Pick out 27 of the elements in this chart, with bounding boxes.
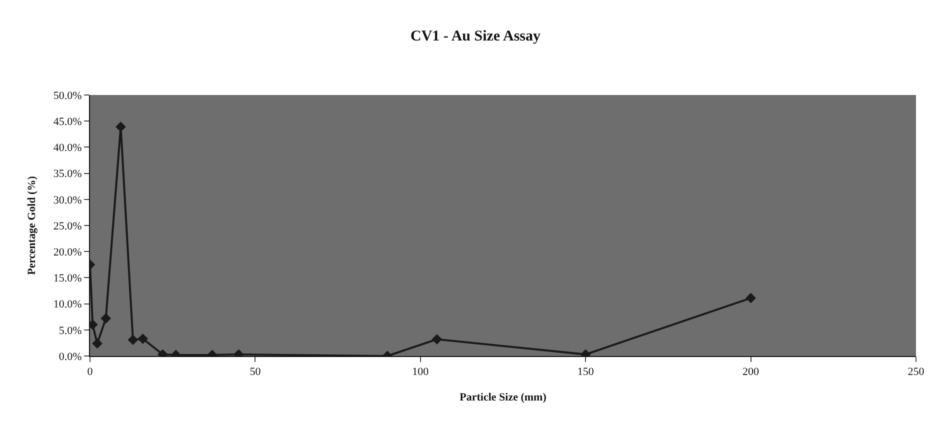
x-tick-label: 0 bbox=[87, 366, 94, 378]
y-tick-label: 30.0% bbox=[53, 194, 82, 206]
chart-title: CV1 - Au Size Assay bbox=[410, 28, 542, 44]
point bbox=[432, 334, 442, 344]
x-axis-title: Particle Size (mm) bbox=[460, 391, 547, 404]
y-axis-title: Percentage Gold (%) bbox=[26, 176, 38, 275]
x-tick-label: 200 bbox=[742, 366, 760, 378]
y-tick-label: 35.0% bbox=[53, 168, 82, 180]
x-tick-label: 100 bbox=[412, 366, 430, 378]
y-tick-label: 15.0% bbox=[53, 272, 82, 285]
y-tick-label: 20.0% bbox=[53, 246, 82, 258]
y-tick-label: 50.0% bbox=[53, 90, 82, 102]
y-tick-label: 40.0% bbox=[53, 142, 82, 154]
point bbox=[116, 122, 126, 132]
point bbox=[128, 334, 138, 346]
y-tick-label: 25.0% bbox=[53, 220, 82, 232]
y-tick-label: 45.0% bbox=[53, 116, 82, 128]
y-tick-label: 5.0% bbox=[58, 324, 82, 337]
x-tick-label: 150 bbox=[577, 366, 594, 378]
x-tick-label: 50 bbox=[250, 366, 262, 378]
point bbox=[138, 334, 148, 344]
y-tick-label: 0.0% bbox=[58, 350, 82, 363]
point bbox=[100, 313, 112, 324]
y-tick-label: 10.0% bbox=[53, 298, 82, 311]
x-tick-label: 250 bbox=[908, 366, 925, 378]
point bbox=[746, 292, 756, 304]
point bbox=[92, 338, 102, 349]
